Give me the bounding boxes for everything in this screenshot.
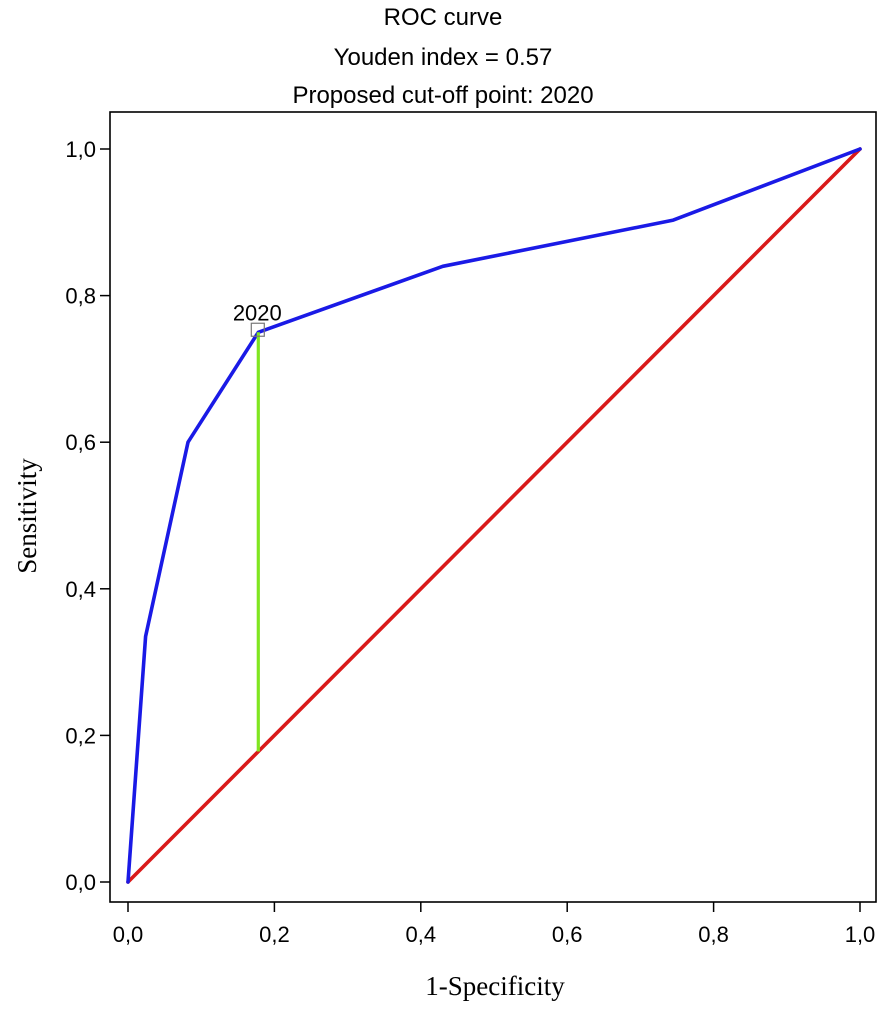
y-axis-label: Sensitivity xyxy=(12,458,42,574)
chart-subtitle-youden: Youden index = 0.57 xyxy=(333,44,553,71)
x-tick-label: 0,6 xyxy=(552,922,583,947)
y-tick-label: 1,0 xyxy=(65,137,96,162)
y-tick-label: 0,8 xyxy=(65,284,96,309)
x-tick-label: 0,2 xyxy=(259,922,290,947)
x-tick-label: 1,0 xyxy=(845,922,876,947)
y-tick-label: 0,2 xyxy=(65,723,96,748)
chart-subtitle-cutoff: Proposed cut-off point: 2020 xyxy=(292,82,594,109)
y-tick-label: 0,6 xyxy=(65,430,96,455)
plot-frame xyxy=(109,111,877,903)
y-tick-label: 0,0 xyxy=(65,870,96,895)
y-tick-label: 0,4 xyxy=(65,577,96,602)
x-axis-label: 1-Specificity xyxy=(425,971,565,1001)
cutoff-point-marker xyxy=(250,322,265,337)
x-tick-label: 0,8 xyxy=(698,922,729,947)
plot-area: 0,0 0,2 0,4 0,6 0,8 1,0 0,0 0,2 0,4 0,6 0,8 1,0 2020 xyxy=(65,111,877,947)
chart-title: ROC curve xyxy=(383,4,503,31)
x-tick-label: 0,4 xyxy=(406,922,437,947)
cutoff-point-label: 2020 xyxy=(233,300,282,325)
x-tick-label: 0,0 xyxy=(113,922,144,947)
reference-diagonal-line xyxy=(126,147,862,884)
